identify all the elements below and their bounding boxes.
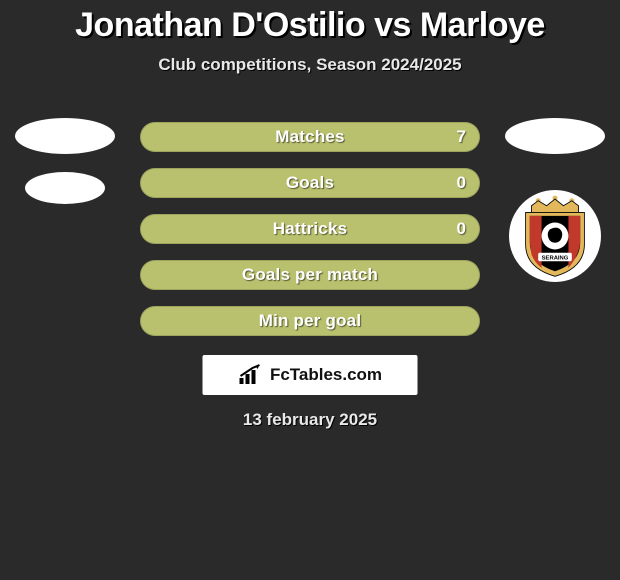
- brand-badge: FcTables.com: [203, 355, 418, 395]
- comparison-infographic: Jonathan D'Ostilio vs Marloye Club compe…: [0, 0, 620, 580]
- page-subtitle: Club competitions, Season 2024/2025: [0, 55, 620, 75]
- crest-text: SERAING: [542, 256, 569, 262]
- right-player-column: SERAING: [500, 118, 610, 282]
- stat-bar-min-per-goal: Min per goal: [140, 306, 480, 336]
- player-photo-placeholder: [15, 118, 115, 154]
- stat-bar-hattricks: Hattricks 0: [140, 214, 480, 244]
- player-club-placeholder: [25, 172, 105, 204]
- left-player-column: [10, 118, 120, 222]
- page-title: Jonathan D'Ostilio vs Marloye: [0, 0, 620, 45]
- stat-value: 0: [457, 173, 466, 193]
- stat-label: Goals: [286, 173, 334, 193]
- stat-bar-goals: Goals 0: [140, 168, 480, 198]
- brand-icon: [238, 364, 264, 386]
- stat-value: 0: [457, 219, 466, 239]
- stat-label: Min per goal: [259, 311, 362, 331]
- infographic-date: 13 february 2025: [243, 410, 377, 430]
- club-crest: SERAING: [509, 190, 601, 282]
- stat-label: Hattricks: [273, 219, 348, 239]
- stat-label: Goals per match: [242, 265, 378, 285]
- stat-bar-goals-per-match: Goals per match: [140, 260, 480, 290]
- stat-label: Matches: [275, 127, 344, 147]
- brand-text: FcTables.com: [270, 365, 382, 385]
- stat-value: 7: [457, 127, 466, 147]
- player-photo-placeholder: [505, 118, 605, 154]
- stat-bar-matches: Matches 7: [140, 122, 480, 152]
- stat-bars: Matches 7 Goals 0 Hattricks 0 Goals per …: [140, 122, 480, 352]
